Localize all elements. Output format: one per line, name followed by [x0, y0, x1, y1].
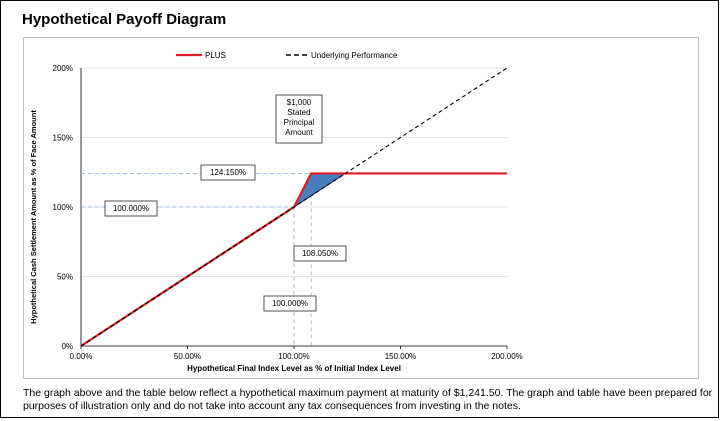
legend-plus-label: PLUS — [205, 51, 226, 60]
y-tick-label: 150% — [53, 134, 73, 143]
principal-callout-text: Amount — [285, 128, 313, 137]
y-axis-title: Hypothetical Cash Settlement Amount as %… — [29, 110, 38, 324]
x-tick-label: 100.00% — [278, 352, 310, 361]
chart-area: 0% 50% 100% 150% 200% 0.00% 50.00% 100.00% 150.0… — [23, 37, 699, 379]
principal-callout-text: Stated — [287, 108, 310, 117]
page-title: Hypothetical Payoff Diagram — [22, 11, 227, 28]
principal-callout-text: Principal — [284, 118, 315, 127]
x-tick-label: 150.00% — [385, 352, 417, 361]
x-tick-label: 200.00% — [491, 352, 523, 361]
x-tick-label: 0.00% — [70, 352, 93, 361]
caption-text: The graph above and the table below refl… — [23, 387, 713, 412]
y-tick-label: 200% — [53, 64, 73, 73]
principal-y-label-text: 100.000% — [113, 204, 149, 213]
payoff-chart: 0% 50% 100% 150% 200% 0.00% 50.00% 100.00% 150.0… — [29, 51, 523, 373]
principal-callout-box — [275, 94, 323, 144]
principal-y-label-box — [104, 200, 158, 217]
y-tick-label: 100% — [53, 203, 73, 212]
cap-x-label-text: 108.050% — [302, 249, 338, 258]
principal-x-label-box — [263, 295, 317, 312]
cap-label-text: 124.150% — [210, 168, 246, 177]
principal-callout-text: $1,000 — [287, 98, 312, 107]
cap-x-label-box — [293, 245, 347, 262]
cap-label-box — [200, 164, 256, 181]
x-tick-label: 50.00% — [174, 352, 201, 361]
x-axis-title: Hypothetical Final Index Level as % of I… — [187, 364, 401, 373]
principal-x-label-text: 100.000% — [272, 299, 308, 308]
y-tick-label: 0% — [61, 342, 73, 351]
y-tick-label: 50% — [57, 273, 73, 282]
legend-underlying-label: Underlying Performance — [311, 51, 398, 60]
series-underlying-overlay — [80, 206, 295, 347]
